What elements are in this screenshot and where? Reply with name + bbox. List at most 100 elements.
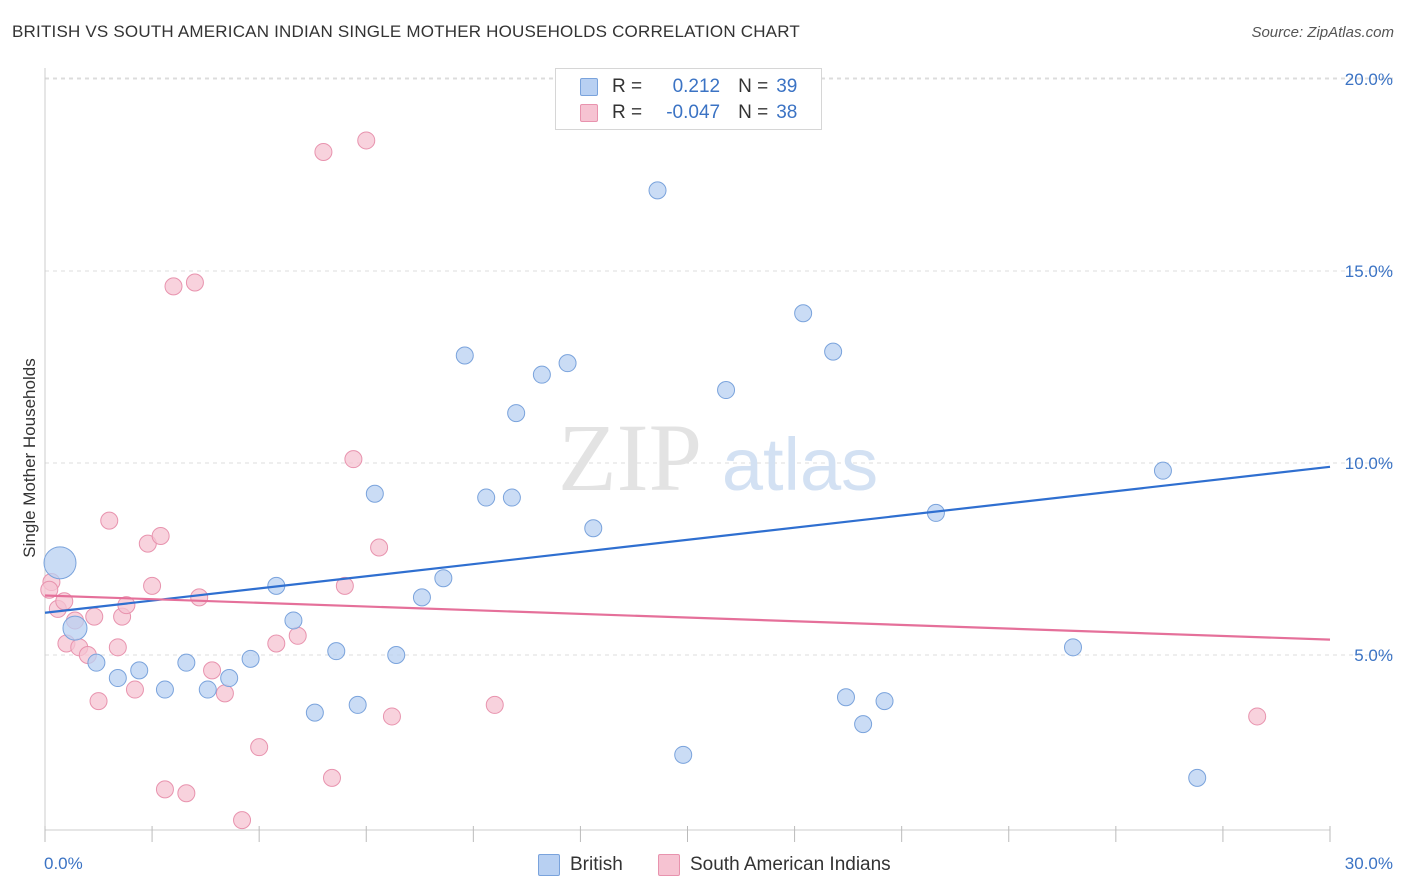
british-point (327, 642, 346, 661)
british-point (836, 688, 855, 707)
sai-point (155, 780, 174, 799)
bottom-legend-sai: South American Indians (658, 852, 891, 878)
sai-point (344, 450, 363, 469)
chart-title: BRITISH VS SOUTH AMERICAN INDIAN SINGLE … (12, 22, 800, 41)
british-point (502, 488, 521, 507)
british-legend-label: British (570, 854, 623, 875)
sai-point (108, 638, 127, 657)
british-point (875, 692, 894, 711)
sai-point (203, 661, 222, 680)
sai-legend-swatch (658, 854, 680, 876)
british-point (412, 588, 431, 607)
x-tick-label-max: 30.0% (1345, 854, 1393, 873)
british-point (717, 381, 736, 400)
x-tick-label-min: 0.0% (44, 854, 83, 873)
sai-point (485, 695, 504, 714)
british-point (130, 661, 149, 680)
grid-lines (45, 77, 1393, 656)
british-point (854, 715, 873, 734)
legend-n-label: N = (738, 76, 769, 97)
sai-point (357, 131, 376, 150)
sai-point (370, 538, 389, 557)
british-point (1064, 638, 1082, 657)
british-point (1153, 461, 1172, 480)
sai-point (322, 768, 341, 787)
watermark-zip: ZIP (558, 404, 702, 511)
stats-legend: R = 0.212 N = 39 R = -0.047 N = 38 (555, 68, 822, 130)
legend-r-label: R = (612, 76, 643, 97)
x-tick-marks (44, 826, 1331, 842)
sai-point (288, 626, 307, 645)
legend-row-sai: R = -0.047 N = 38 (580, 101, 797, 125)
sai-point (40, 580, 59, 599)
sai-point (85, 607, 104, 626)
british-point (532, 365, 551, 384)
watermark-atlas: atlas (722, 423, 878, 506)
sai-point (125, 680, 144, 699)
sai-point (233, 811, 252, 830)
sai-point (250, 738, 269, 757)
british-point (220, 669, 239, 688)
sai-point (190, 588, 209, 607)
british-point (87, 653, 106, 672)
watermark: ZIP atlas (558, 404, 878, 511)
source-label: Source: ZipAtlas.com (1251, 24, 1394, 41)
sai-point (151, 526, 170, 545)
british-point (177, 653, 196, 672)
legend-n-label: N = (738, 102, 769, 123)
british-point (387, 646, 406, 664)
british-point (365, 484, 384, 503)
british-point (477, 488, 496, 507)
british-point (284, 611, 303, 630)
sai-points (40, 131, 1267, 830)
sai-point (335, 576, 354, 595)
y-tick-label: 20.0% (1345, 70, 1393, 89)
sai-point (89, 692, 108, 711)
trend-lines (44, 465, 1331, 641)
sai-point (164, 277, 183, 296)
y-axis-title: Single Mother Households (20, 358, 39, 557)
legend-n-value: 39 (776, 76, 798, 97)
sai-point (1248, 707, 1267, 726)
british-points (43, 181, 1207, 787)
british-point (305, 703, 324, 722)
legend-row-british: R = 0.212 N = 39 (580, 75, 797, 99)
y-tick-label: 5.0% (1354, 646, 1393, 665)
legend-r-value: 0.212 (672, 76, 721, 97)
sai-point (100, 511, 119, 530)
legend-r-value: -0.047 (666, 102, 721, 123)
british-point (43, 546, 77, 580)
british-point (558, 354, 577, 373)
british-point (1188, 768, 1207, 787)
british-point (241, 649, 260, 668)
sai-point (185, 273, 204, 292)
y-tick-label: 15.0% (1345, 262, 1393, 281)
sai-point (215, 684, 234, 703)
british-point (198, 680, 217, 699)
british-point (348, 695, 367, 714)
british-point (155, 680, 174, 699)
sai-trend-line (44, 594, 1331, 641)
british-swatch (580, 78, 598, 96)
british-legend-swatch (538, 854, 560, 876)
legend-r-label: R = (612, 102, 643, 123)
british-point (434, 569, 453, 588)
british-point (455, 346, 474, 365)
y-tick-label: 10.0% (1345, 454, 1393, 473)
british-point (794, 304, 813, 323)
legend-n-value: 38 (776, 102, 798, 123)
british-point (674, 745, 693, 764)
sai-point (177, 784, 196, 803)
sai-point (314, 142, 333, 161)
british-trend-line (44, 465, 1331, 614)
bottom-legend-british: British (538, 852, 623, 878)
british-point (824, 342, 843, 361)
british-point (648, 181, 667, 200)
british-point (584, 519, 603, 538)
sai-swatch (580, 104, 598, 122)
sai-point (267, 634, 286, 653)
british-point (62, 615, 88, 641)
y-tick-labels: 5.0% 10.0% 15.0% 20.0% (1345, 70, 1393, 665)
sai-point (382, 707, 401, 726)
